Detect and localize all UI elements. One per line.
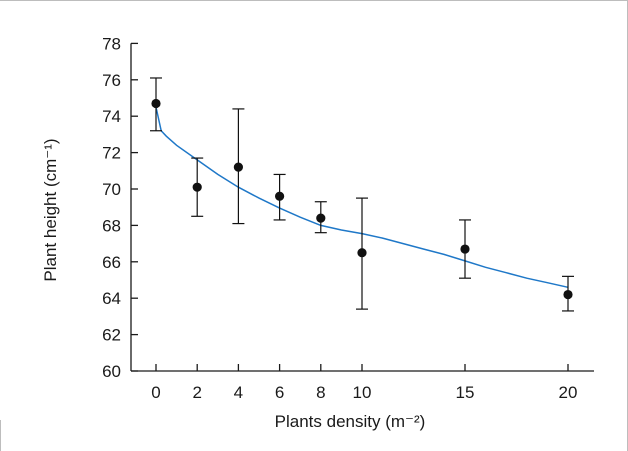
- x-tick-label: 4: [234, 383, 243, 402]
- y-tick-label: 64: [102, 289, 121, 308]
- data-point: [316, 213, 326, 223]
- data-point: [151, 98, 161, 109]
- data-point: [460, 244, 470, 254]
- data-points: [151, 98, 573, 300]
- data-point: [233, 162, 243, 172]
- y-tick-label: 66: [102, 253, 121, 272]
- y-axis-label: Plant height (cm⁻¹): [41, 138, 60, 281]
- frame-left-edge: [0, 420, 1, 451]
- x-tick-label: 6: [275, 383, 284, 402]
- x-tick-label: 20: [559, 383, 578, 402]
- data-point: [275, 191, 285, 201]
- fit-curve-group: [155, 106, 569, 289]
- x-tick-label: 15: [456, 383, 475, 402]
- fit-curve: [155, 106, 569, 289]
- y-tick-label: 78: [102, 34, 121, 53]
- x-tick-label: 10: [353, 383, 372, 402]
- y-tick-label: 72: [102, 144, 121, 163]
- x-axis-label: Plants density (m⁻²): [275, 412, 426, 431]
- y-tick-label: 60: [102, 362, 121, 381]
- error-bars: [150, 77, 574, 312]
- data-point: [192, 182, 202, 192]
- data-point: [563, 289, 573, 300]
- x-tick-label: 0: [151, 383, 160, 402]
- y-tick-label: 70: [102, 180, 121, 199]
- x-tick-label: 2: [192, 383, 201, 402]
- y-tick-label: 68: [102, 216, 121, 235]
- y-tick-label: 74: [102, 107, 121, 126]
- x-tick-label: 8: [316, 383, 325, 402]
- y-tick-label: 76: [102, 71, 121, 90]
- y-tick-label: 62: [102, 326, 121, 345]
- data-point: [357, 248, 367, 258]
